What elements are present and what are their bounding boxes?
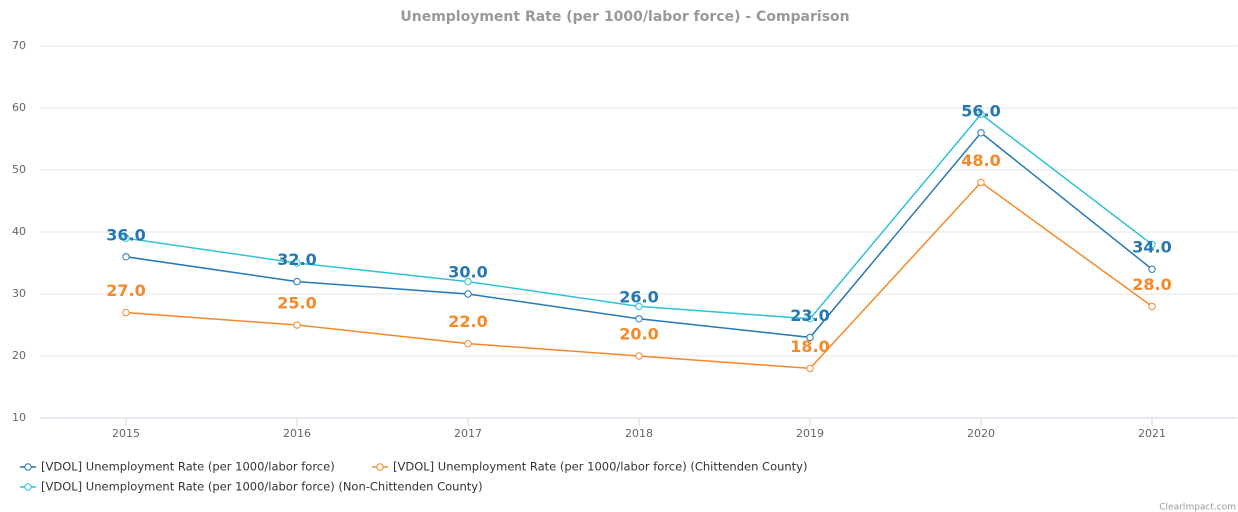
point: [635, 315, 643, 323]
legend-label: [VDOL] Unemployment Rate (per 1000/labor…: [393, 460, 807, 474]
point: [635, 352, 643, 360]
legend-marker: [24, 483, 32, 491]
legend-label: [VDOL] Unemployment Rate (per 1000/labor…: [41, 460, 335, 474]
y-tick-label: 10: [12, 411, 26, 424]
data-label: 25.0: [277, 294, 316, 313]
x-tick-label: 2015: [112, 427, 140, 440]
point: [464, 290, 472, 298]
data-label: 23.0: [790, 306, 829, 325]
legend-marker: [376, 463, 384, 471]
point: [977, 178, 985, 187]
data-label: 18.0: [790, 337, 829, 356]
point: [635, 302, 643, 311]
point: [806, 333, 814, 342]
y-tick-label: 50: [12, 163, 26, 176]
y-tick-label: 70: [12, 39, 26, 52]
point: [293, 277, 301, 286]
data-label: 20.0: [619, 325, 658, 344]
x-tick-label: 2021: [1138, 427, 1166, 440]
point: [977, 129, 985, 137]
x-tick-label: 2017: [454, 427, 482, 440]
y-tick-label: 60: [12, 101, 26, 114]
data-label: 34.0: [1132, 238, 1171, 257]
x-tick-label: 2016: [283, 427, 311, 440]
point: [1148, 265, 1156, 273]
data-label: 22.0: [448, 312, 487, 331]
data-label: 56.0: [961, 101, 1000, 120]
point: [1148, 240, 1156, 249]
data-label: 30.0: [448, 263, 487, 282]
legend-label: [VDOL] Unemployment Rate (per 1000/labor…: [41, 480, 483, 494]
data-label: 48.0: [961, 151, 1000, 170]
credit: ClearImpact.com: [1159, 503, 1236, 512]
y-tick-label: 40: [12, 225, 26, 238]
data-label: 28.0: [1132, 275, 1171, 294]
x-tick-label: 2019: [796, 427, 824, 440]
point: [977, 110, 985, 118]
x-tick-label: 2020: [967, 427, 995, 440]
data-label: 32.0: [277, 250, 316, 269]
y-tick-label: 30: [12, 287, 26, 300]
point: [464, 339, 472, 348]
x-tick-label: 2018: [625, 427, 653, 440]
chart-title: Unemployment Rate (per 1000/labor force)…: [400, 9, 849, 25]
point: [1148, 302, 1156, 311]
point: [122, 308, 130, 317]
point: [806, 364, 814, 373]
y-tick-label: 20: [12, 349, 26, 362]
point: [464, 277, 472, 286]
point: [122, 253, 130, 261]
data-label: 26.0: [619, 287, 658, 306]
point: [293, 321, 301, 329]
point: [806, 315, 814, 323]
data-label: 36.0: [106, 225, 145, 244]
legend-marker: [24, 463, 32, 471]
data-label: 27.0: [106, 281, 145, 300]
point: [293, 259, 301, 267]
point: [122, 234, 130, 242]
